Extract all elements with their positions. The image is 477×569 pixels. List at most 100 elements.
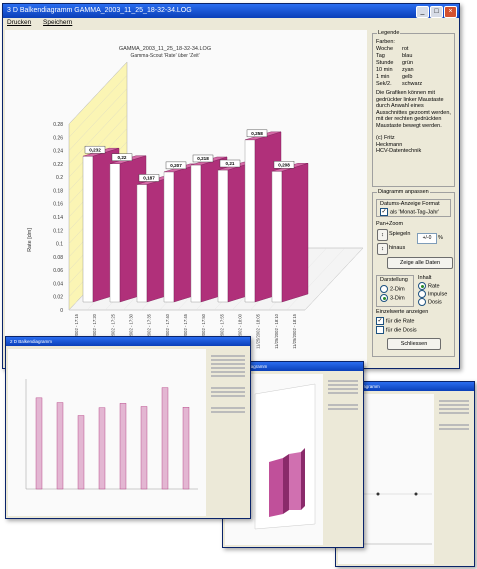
y-tick-label: 0.24 [53, 149, 63, 155]
thumb-bar-chart [25, 379, 198, 490]
chart-title: GAMMA_2003_11_25_18-32-34.LOG [119, 46, 211, 52]
thumb-window-2d-bar[interactable]: 2 D Balkendiagramm [5, 336, 251, 519]
y-tick-label: 0 [60, 308, 63, 314]
zoom-out-button[interactable]: ↕ [377, 243, 388, 255]
grid-line [68, 101, 128, 164]
data-label-box [192, 154, 214, 163]
side-panel: Legende Farben: Woche rot Tag blau Stunde g… [370, 30, 457, 366]
thumb-3d-chart [254, 383, 316, 530]
main-window-title: 3 D Balkendiagramm GAMMA_2003_11_25_18-3… [7, 7, 192, 14]
datum-checkbox[interactable]: ✓ als 'Monat-Tag-Jahr' [380, 208, 440, 216]
inhalt-label: Inhalt [418, 275, 432, 281]
y-tick-label: 0.28 [53, 122, 63, 128]
grid-line [68, 75, 128, 138]
radio-rate[interactable]: Rate [418, 282, 440, 290]
einzelwerte-label: Einzelwerte anzeigen [376, 309, 429, 315]
data-label: 0,21 [226, 161, 235, 166]
legend-row: Woche rot [376, 46, 409, 52]
data-label: 0,218 [197, 156, 209, 161]
thumb-title: 2 D Balkendiagramm [10, 339, 53, 344]
legend-note: Die Grafiken können mit gedrückter linke… [376, 90, 451, 129]
main-title-bar[interactable]: 3 D Balkendiagramm GAMMA_2003_11_25_18-3… [3, 4, 459, 18]
floor-grid-line [304, 247, 364, 311]
x-tick-label: 11/25/2002 - 17:30 [129, 313, 134, 349]
thumb-chart-area [8, 349, 206, 516]
bar-side [281, 162, 309, 303]
bar [136, 184, 148, 303]
bar [82, 155, 94, 303]
y-tick-label: 0.16 [53, 202, 63, 208]
bar [163, 171, 175, 303]
main-window: 3 D Balkendiagramm GAMMA_2003_11_25_18-3… [2, 3, 460, 369]
bar [109, 163, 121, 303]
thumb-title-bar[interactable]: 2 D Balkendiagramm [6, 337, 250, 346]
legend-row: Stunde grün [376, 60, 414, 66]
grid-line [68, 88, 128, 151]
percent-input[interactable]: +/-0 [417, 233, 437, 244]
bar [190, 164, 202, 303]
radio-dosis[interactable]: Dosis [418, 298, 442, 306]
grid-line [68, 61, 128, 125]
legend-row: Tag blau [376, 53, 413, 59]
bar [271, 171, 283, 303]
data-label-box [111, 153, 133, 161]
percent-unit: % [438, 235, 443, 241]
menu-drucken[interactable]: Drucken [7, 19, 32, 26]
checkbox-dosis[interactable]: für die Dosis [376, 326, 417, 334]
datum-label: Datums-Anzeige Format [380, 201, 440, 207]
bar-chart[interactable]: GAMMA_2003_11_25_18-32-34.LOG Gamma-Scou… [5, 30, 367, 366]
radio-impulse[interactable]: Impulse [418, 290, 447, 298]
y-tick-label: 0.02 [53, 295, 63, 301]
legend-header: Farben: [376, 39, 395, 45]
data-label: 0,232 [89, 147, 101, 152]
y-tick-label: 0.06 [53, 268, 63, 274]
legend-row: 1 min gelb [376, 74, 413, 80]
thumb-bar [119, 403, 127, 490]
thumb-bar [140, 406, 148, 490]
x-tick-label: 11/25/2002 - 17:35 [147, 313, 152, 349]
data-label-box [84, 145, 106, 154]
thumb-bar [161, 387, 169, 490]
menu-bar: Drucken Speichern [3, 18, 459, 28]
datum-group: Datums-Anzeige Format ✓ als 'Monat-Tag-Ja… [376, 199, 451, 217]
x-tick-label: 11/25/2002 - 18:05 [256, 313, 261, 349]
menu-speichern[interactable]: Speichern [43, 19, 73, 26]
y-tick-label: 0.04 [53, 281, 63, 287]
y-tick-label: 0.18 [53, 188, 63, 194]
thumb-bar [77, 415, 85, 490]
data-label: 0,207 [170, 163, 182, 168]
x-tick-label: 11/25/2002 - 18:15 [292, 313, 297, 349]
thumb-side-panel [436, 394, 472, 564]
legend-row: Sek/2. schwarz [376, 81, 423, 87]
bar [217, 169, 229, 303]
schliessen-button[interactable]: Schliessen [387, 338, 441, 350]
radio-3dim[interactable]: 3-Dim [380, 294, 405, 302]
spiegeln-label: Spiegeln [389, 231, 411, 237]
close-button[interactable]: × [444, 6, 457, 18]
y-tick-label: 0.14 [53, 215, 63, 221]
maximize-button[interactable]: □ [430, 6, 443, 18]
darstellung-label: Darstellung [380, 277, 408, 283]
diagramm-title: Diagramm anpassen [377, 189, 430, 195]
checkbox-rate[interactable]: ✓ für die Rate [376, 317, 415, 325]
y-tick-label: 0.22 [53, 162, 63, 168]
data-label-box [219, 159, 241, 168]
y-tick-label: 0.08 [53, 255, 63, 261]
x-tick-label: 11/25/2002 - 17:50 [201, 313, 206, 349]
data-label: 0,187 [143, 176, 155, 181]
y-axis-label: Rate [dm] [27, 228, 33, 252]
darstellung-group: Darstellung 2-Dim 3-Dim [376, 275, 414, 307]
floor-grid-line [286, 247, 345, 311]
radio-2dim[interactable]: 2-Dim [380, 285, 405, 293]
x-tick-label: 11/25/2002 - 17:40 [165, 313, 170, 349]
thumb-bar [182, 407, 190, 490]
x-tick-label: 11/25/2002 - 17:20 [92, 313, 97, 349]
hinaus-label: hinaus [389, 245, 406, 251]
zoom-in-button[interactable]: ↕ [377, 229, 388, 241]
chart-area[interactable]: GAMMA_2003_11_25_18-32-34.LOG Gamma-Scou… [5, 30, 367, 366]
thumb-bar [56, 402, 64, 490]
legend-title: Legende [377, 30, 401, 36]
zeige-alle-button[interactable]: Zeige alle Daten [387, 257, 453, 269]
y-tick-label: 0.1 [56, 242, 63, 248]
minimize-button[interactable]: _ [416, 6, 429, 18]
